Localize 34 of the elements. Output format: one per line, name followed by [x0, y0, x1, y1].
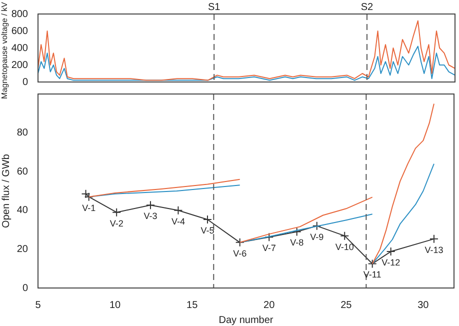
annotation: V-13: [424, 244, 444, 255]
annotation: V-4: [171, 216, 185, 226]
annotation: V-11: [363, 270, 382, 280]
annotation: V-2: [110, 218, 124, 228]
y-tick-label: 600: [11, 26, 28, 37]
x-tick-label: 25: [340, 300, 352, 311]
annotation: V-12: [382, 258, 400, 268]
ref-line-label: S2: [360, 2, 374, 13]
x-tick-label: 15: [186, 300, 198, 311]
annotation: V-1: [82, 202, 96, 213]
y-tick-label: 0: [22, 282, 28, 294]
y-tick-label: 80: [16, 128, 28, 139]
y-axis-title: Open flux / GWb: [0, 154, 12, 228]
annotation: V-10: [335, 242, 354, 252]
y-tick-label: 200: [11, 60, 28, 71]
annotation: V-6: [233, 248, 247, 258]
y-tick-label: 60: [16, 166, 28, 178]
y-tick-label: 20: [16, 244, 28, 255]
annotation: V-3: [144, 211, 158, 222]
x-tick-label: 10: [109, 300, 122, 311]
x-axis-title: Day number: [218, 314, 274, 326]
y-tick-label: 40: [16, 205, 28, 216]
x-tick-label: 20: [264, 300, 276, 311]
x-tick-label: 30: [418, 300, 430, 311]
y-axis-title: Magnetopause voltage / kV: [0, 2, 9, 99]
y-tick-label: 400: [11, 42, 28, 54]
x-tick-label: 5: [35, 300, 42, 311]
ref-line-label: S1: [208, 2, 221, 13]
annotation: V-7: [262, 243, 276, 254]
y-tick-label: 0: [22, 76, 28, 88]
annotation: V-9: [310, 232, 324, 242]
annotation: V-5: [200, 226, 214, 236]
y-tick-label: 800: [11, 8, 28, 20]
annotation: V-8: [290, 238, 304, 248]
